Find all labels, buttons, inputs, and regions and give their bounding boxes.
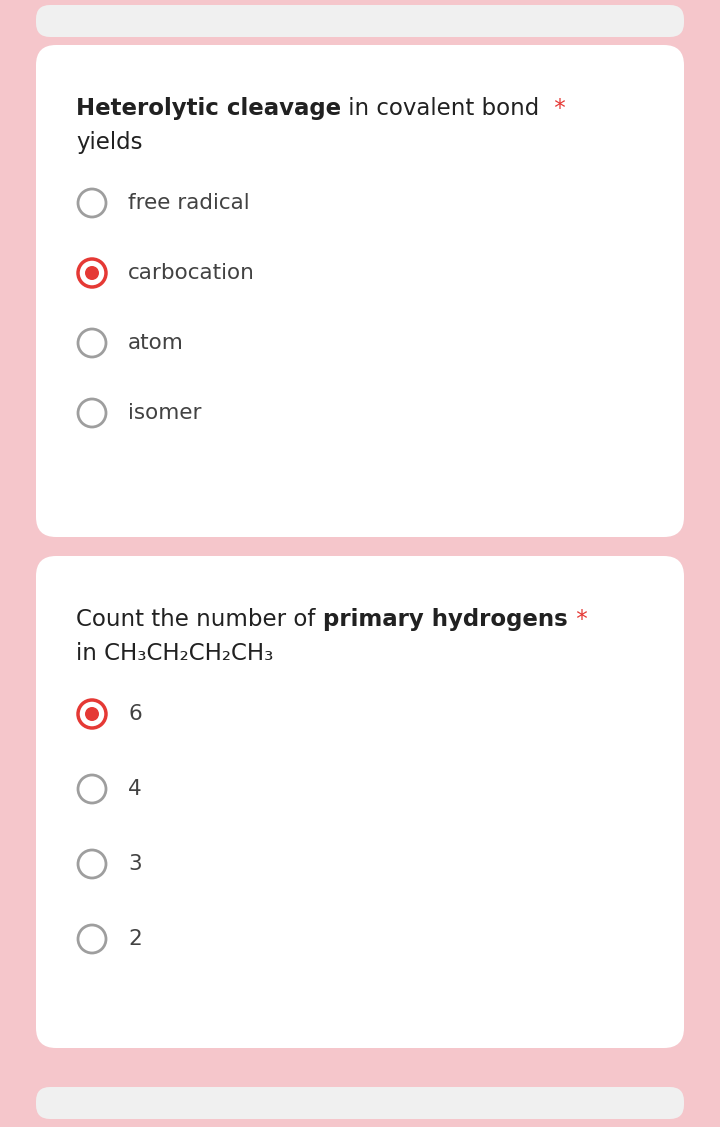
Text: 2: 2	[128, 929, 142, 949]
Text: isomer: isomer	[128, 403, 202, 423]
Text: *: *	[547, 97, 566, 119]
FancyBboxPatch shape	[36, 556, 684, 1048]
Circle shape	[78, 189, 106, 218]
Text: Count the number of: Count the number of	[76, 607, 323, 631]
Text: primary hydrogens: primary hydrogens	[323, 607, 567, 631]
Text: *: *	[570, 607, 588, 631]
Circle shape	[78, 329, 106, 357]
Text: yields: yields	[76, 131, 143, 154]
Text: Heterolytic cleavage: Heterolytic cleavage	[76, 97, 341, 119]
Circle shape	[85, 707, 99, 721]
Circle shape	[78, 850, 106, 878]
Text: 6: 6	[128, 704, 142, 724]
FancyBboxPatch shape	[36, 45, 684, 536]
Text: atom: atom	[128, 332, 184, 353]
FancyBboxPatch shape	[36, 5, 684, 37]
Text: 4: 4	[128, 779, 142, 799]
Text: carbocation: carbocation	[128, 263, 255, 283]
Text: 3: 3	[128, 854, 142, 875]
Circle shape	[78, 399, 106, 427]
Circle shape	[78, 700, 106, 728]
FancyBboxPatch shape	[36, 1088, 684, 1119]
Circle shape	[85, 266, 99, 279]
Circle shape	[78, 259, 106, 287]
Text: in covalent bond: in covalent bond	[341, 97, 539, 119]
Circle shape	[78, 775, 106, 804]
Circle shape	[78, 925, 106, 953]
Text: free radical: free radical	[128, 193, 250, 213]
Text: in CH₃CH₂CH₂CH₃: in CH₃CH₂CH₂CH₃	[76, 642, 274, 665]
